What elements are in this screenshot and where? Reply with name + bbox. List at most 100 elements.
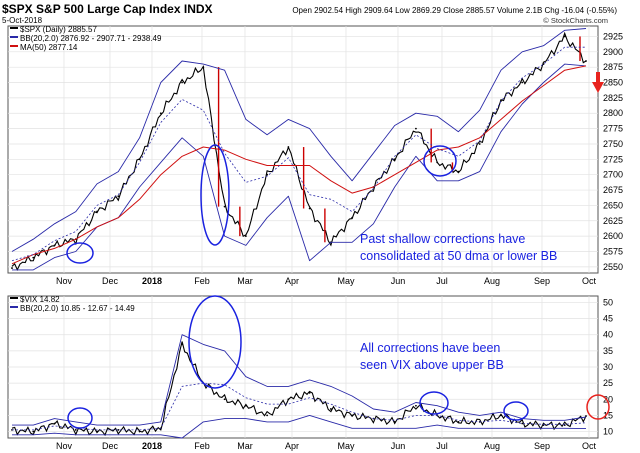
vix-axis: 10 15 20 25 30 35 40 45 50 bbox=[603, 297, 613, 436]
y-tick-label: 45 bbox=[603, 314, 613, 324]
data-point bbox=[74, 429, 77, 431]
price-legend-swatch bbox=[10, 27, 18, 29]
y-tick-label: 2900 bbox=[603, 47, 623, 57]
price-axis: 2550 2575 2600 2625 2650 2675 2700 2725 2750 2775… bbox=[603, 31, 623, 271]
ohlc-summary: Open 2902.54 High 2909.64 Low 2869.29 Cl… bbox=[292, 6, 617, 15]
y-tick-label: 2825 bbox=[603, 93, 623, 103]
vix-highlight-feb bbox=[188, 295, 242, 389]
data-point bbox=[244, 235, 247, 238]
annotation-top-line2: consolidated at 50 dma or lower BB bbox=[360, 249, 557, 263]
series-line-bb-middle bbox=[11, 46, 586, 262]
data-point bbox=[329, 408, 332, 410]
data-point bbox=[11, 267, 13, 269]
series-line-price bbox=[11, 341, 587, 437]
x-tick-label: Mar bbox=[237, 441, 253, 451]
x-tick-label: Sep bbox=[534, 276, 550, 286]
y-tick-label: 2850 bbox=[603, 78, 623, 88]
y-tick-label: 2600 bbox=[603, 231, 623, 241]
y-tick-label: 35 bbox=[603, 346, 613, 356]
data-point bbox=[393, 420, 396, 423]
data-point bbox=[266, 414, 269, 417]
series-line-ma-50- bbox=[11, 65, 587, 265]
data-point bbox=[53, 244, 56, 247]
price-legend: $SPX (Daily) 2885.57 bbox=[20, 25, 97, 34]
data-point bbox=[138, 158, 141, 161]
data-point bbox=[308, 207, 311, 210]
x-tick-label: Jun bbox=[391, 441, 406, 451]
price-x-labels: Nov Dec 2018 Feb Mar Apr May Jun Jul Aug Sep Oct bbox=[56, 276, 597, 286]
annotation-top-line1: Past shallow corrections have bbox=[360, 232, 525, 246]
series-line-bb-upper bbox=[11, 28, 587, 252]
x-tick-label: Feb bbox=[194, 441, 210, 451]
x-tick-label: Feb bbox=[194, 276, 210, 286]
y-tick-label: 2650 bbox=[603, 200, 623, 210]
x-tick-label: Apr bbox=[285, 276, 299, 286]
x-tick-label: Aug bbox=[484, 441, 500, 451]
x-tick-label: Jul bbox=[436, 441, 448, 451]
highlight-jun-correction bbox=[423, 145, 457, 177]
data-point bbox=[202, 66, 205, 69]
y-tick-label: 25 bbox=[603, 378, 613, 388]
chart-date: 5-Oct-2018 bbox=[2, 16, 43, 25]
x-tick-label: May bbox=[337, 441, 355, 451]
ma-legend: MA(50) 2877.14 bbox=[20, 43, 78, 52]
y-tick-label: 2725 bbox=[603, 154, 623, 164]
y-tick-label: 2550 bbox=[603, 262, 623, 272]
x-tick-label: Jul bbox=[436, 276, 448, 286]
vix-legend: $VIX 14.82 bbox=[20, 295, 60, 304]
x-tick-label: May bbox=[337, 276, 355, 286]
bb-legend: BB(20,2.0) 2876.92 - 2907.71 - 2938.49 bbox=[20, 34, 162, 43]
x-tick-label: Nov bbox=[56, 276, 73, 286]
y-tick-label: 40 bbox=[603, 330, 613, 340]
data-point bbox=[53, 422, 56, 425]
data-point bbox=[223, 398, 226, 401]
data-point bbox=[585, 60, 587, 62]
series-line-bb-lower bbox=[12, 414, 587, 439]
annotation-bottom-line1: All corrections have been bbox=[360, 341, 500, 355]
x-tick-label: 2018 bbox=[142, 276, 162, 286]
y-tick-label: 2775 bbox=[603, 124, 623, 134]
x-tick-label: Apr bbox=[285, 441, 299, 451]
vix-highlight-aug bbox=[503, 401, 529, 421]
vix-bb-legend: BB(20,2.0) 10.85 - 12.67 - 14.49 bbox=[20, 304, 135, 313]
data-point bbox=[351, 216, 354, 219]
data-point bbox=[181, 343, 183, 346]
y-tick-label: 2800 bbox=[603, 108, 623, 118]
vix-bb-legend-swatch bbox=[10, 306, 18, 308]
x-tick-label: Aug bbox=[484, 276, 500, 286]
series-line-bb-middle bbox=[12, 382, 587, 431]
y-tick-label: 15 bbox=[603, 410, 613, 420]
data-point bbox=[287, 398, 290, 401]
price-grid bbox=[8, 26, 598, 273]
y-tick-label: 2675 bbox=[603, 185, 623, 195]
y-tick-label: 2700 bbox=[603, 170, 623, 180]
ma-legend-swatch bbox=[10, 45, 18, 47]
vix-highlight-nov bbox=[67, 407, 93, 429]
data-point bbox=[32, 430, 35, 433]
data-point bbox=[181, 81, 183, 84]
x-tick-label: Sep bbox=[534, 441, 550, 451]
highlight-feb-correction bbox=[200, 144, 230, 246]
data-point bbox=[436, 161, 439, 164]
vix-highlight-jun bbox=[419, 391, 449, 415]
vix-highlight-oct bbox=[586, 394, 610, 420]
data-point bbox=[96, 210, 98, 213]
data-point bbox=[117, 429, 120, 431]
x-tick-label: 2018 bbox=[142, 441, 162, 451]
y-tick-label: 10 bbox=[603, 427, 613, 437]
data-point bbox=[521, 422, 524, 425]
y-tick-label: 2875 bbox=[603, 62, 623, 72]
x-tick-label: Nov bbox=[56, 441, 73, 451]
chart-title: $SPX S&P 500 Large Cap Index INDX bbox=[2, 2, 213, 16]
series-line-price bbox=[11, 31, 587, 272]
vix-x-labels: Nov Dec 2018 Feb Mar Apr May Jun Jul Aug Sep Oct bbox=[56, 441, 597, 451]
y-tick-label: 2575 bbox=[603, 246, 623, 256]
x-tick-label: Mar bbox=[237, 276, 253, 286]
data-point bbox=[563, 35, 566, 38]
y-tick-label: 30 bbox=[603, 362, 613, 372]
y-tick-label: 50 bbox=[603, 297, 613, 307]
x-tick-label: Dec bbox=[102, 276, 119, 286]
x-tick-label: Dec bbox=[102, 441, 119, 451]
data-point bbox=[223, 205, 226, 208]
